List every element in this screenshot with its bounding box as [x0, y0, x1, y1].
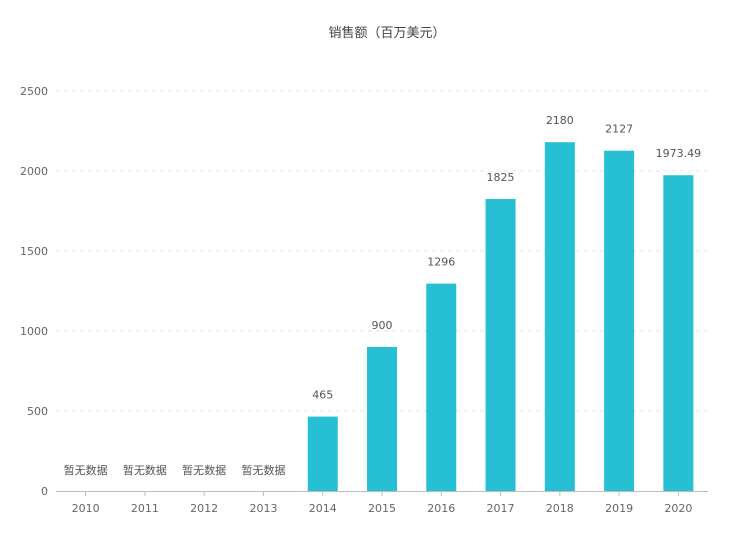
- x-tick-label: 2019: [605, 502, 633, 515]
- x-tick-label: 2013: [249, 502, 277, 515]
- data-label: 2180: [546, 114, 574, 127]
- bar-2018: [544, 142, 575, 491]
- x-tick-label: 2018: [546, 502, 574, 515]
- x-tick-label: 2014: [309, 502, 337, 515]
- bar-2017: [485, 199, 516, 491]
- bar-2014: [307, 416, 338, 491]
- x-tick-label: 2016: [427, 502, 455, 515]
- no-data-label: 暂无数据: [64, 463, 108, 477]
- no-data-label: 暂无数据: [241, 463, 285, 477]
- no-data-label: 暂无数据: [123, 463, 167, 477]
- y-tick-label: 0: [41, 485, 48, 498]
- bar-2016: [426, 283, 457, 491]
- x-tick-label: 2011: [131, 502, 159, 515]
- data-label: 465: [312, 389, 333, 402]
- data-label: 900: [372, 319, 393, 332]
- x-tick-label: 2015: [368, 502, 396, 515]
- x-tick-label: 2012: [190, 502, 218, 515]
- x-tick-label: 2010: [72, 502, 100, 515]
- x-tick-label: 2020: [664, 502, 692, 515]
- bars: [307, 142, 694, 492]
- y-tick-label: 1500: [20, 245, 48, 258]
- y-tick-label: 2000: [20, 165, 48, 178]
- x-tick-label: 2017: [487, 502, 515, 515]
- no-data-label: 暂无数据: [182, 463, 226, 477]
- data-label: 2127: [605, 123, 633, 136]
- y-axis-ticks: 0 500 1000 1500 2000 2500: [20, 85, 48, 498]
- y-tick-label: 500: [27, 405, 48, 418]
- chart-title: 销售额（百万美元）: [328, 25, 445, 41]
- data-label: 1973.49: [656, 147, 702, 160]
- bar-2015: [367, 347, 397, 491]
- bar-2020: [663, 175, 694, 492]
- bar-2019: [604, 150, 635, 491]
- y-tick-label: 2500: [20, 85, 48, 98]
- data-labels: 暂无数据 暂无数据 暂无数据 暂无数据 465 900 1296 1825 2180 2127 19…: [64, 114, 701, 477]
- data-label: 1825: [487, 171, 515, 184]
- x-axis-ticks: 2010 2011 2012 2013 2014 2015 2016 2017 2018 2019…: [72, 491, 692, 515]
- y-tick-label: 1000: [20, 325, 48, 338]
- data-label: 1296: [427, 256, 455, 269]
